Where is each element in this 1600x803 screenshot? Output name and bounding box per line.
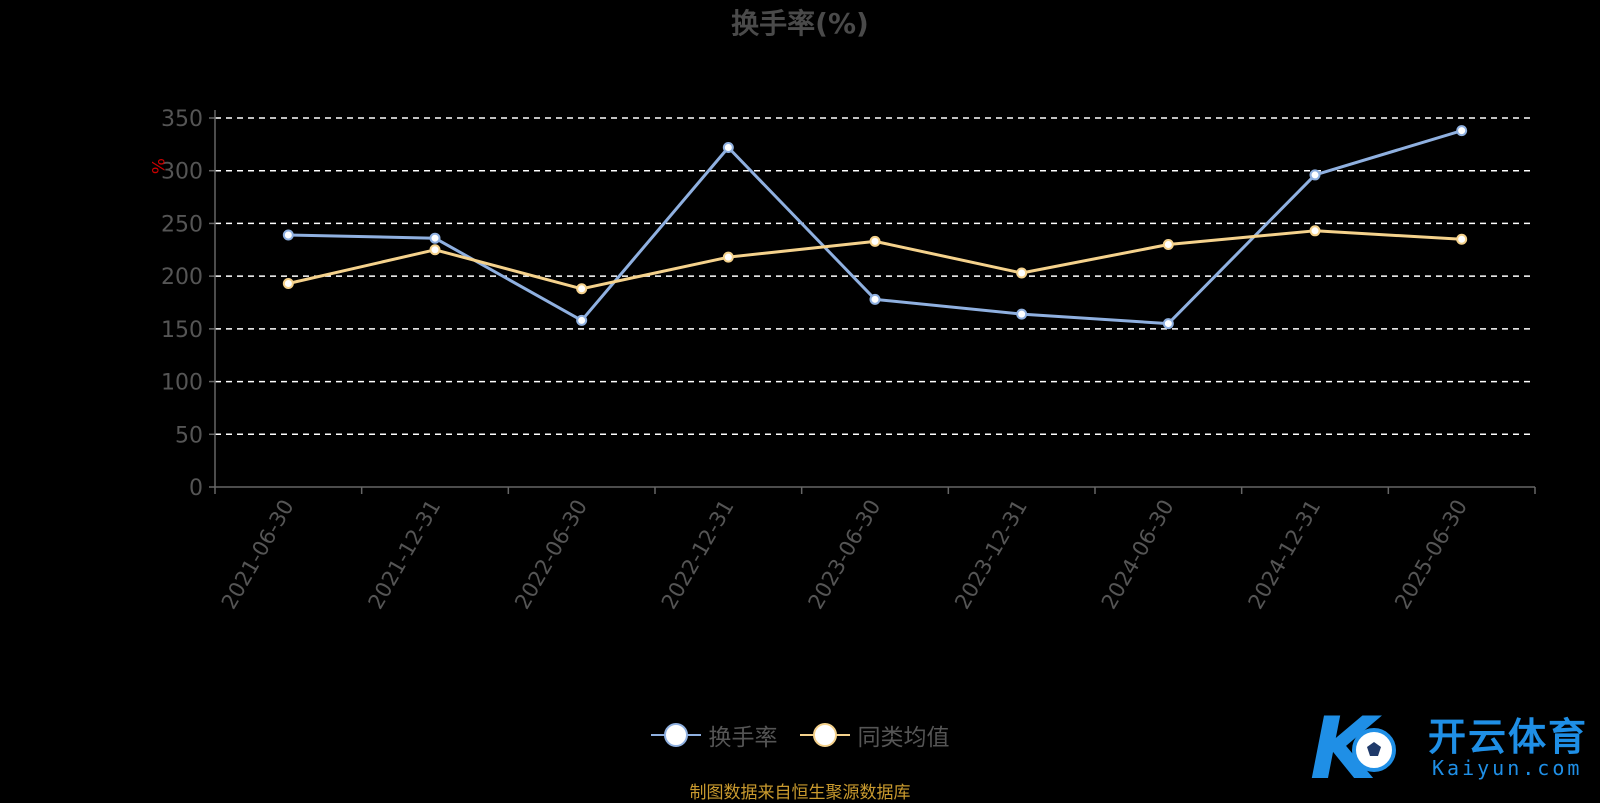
data-point-turnover <box>576 314 588 326</box>
x-tick-label: 2024-06-30 <box>1097 496 1179 614</box>
data-point-turnover <box>429 232 441 244</box>
data-point-peer-avg <box>1456 233 1468 245</box>
x-tick-label: 2022-12-31 <box>657 496 739 614</box>
data-point-turnover <box>1309 169 1321 181</box>
y-unit-label: % <box>147 158 167 174</box>
legend-swatch-turnover <box>650 722 701 748</box>
data-point-peer-avg <box>1016 267 1028 279</box>
y-tick-label: 50 <box>175 423 203 448</box>
data-point-peer-avg <box>1309 225 1321 237</box>
data-point-turnover <box>1016 308 1028 320</box>
soccer-ball-icon: K <box>1310 699 1396 796</box>
data-source-note: 制图数据来自恒生聚源数据库 <box>689 783 911 803</box>
data-point-turnover <box>1456 125 1468 137</box>
legend-label-peer-avg: 同类均值 <box>857 725 950 751</box>
y-tick-label: 250 <box>161 212 203 237</box>
x-tick-label: 2025-06-30 <box>1390 496 1472 614</box>
y-tick-label: 200 <box>161 265 203 290</box>
watermark-text: 开云体育 <box>1428 715 1589 759</box>
y-tick-label: 150 <box>161 318 203 343</box>
data-point-peer-avg <box>869 235 881 247</box>
legend-label-turnover: 换手率 <box>708 725 778 751</box>
legend: 换手率 同类均值 <box>0 718 1600 752</box>
legend-item-turnover[interactable]: 换手率 <box>650 718 778 752</box>
legend-item-peer-avg[interactable]: 同类均值 <box>799 718 950 752</box>
y-tick-label: 0 <box>189 476 203 501</box>
chart-title: 换手率(%) <box>731 7 869 40</box>
data-point-peer-avg <box>1162 239 1174 251</box>
x-tick-label: 2023-06-30 <box>804 496 886 614</box>
x-tick-label: 2023-12-31 <box>950 496 1032 614</box>
x-tick-label: 2022-06-30 <box>510 496 592 614</box>
data-point-turnover <box>869 293 881 305</box>
y-tick-label: 100 <box>161 371 203 396</box>
data-point-peer-avg <box>576 283 588 295</box>
watermark-logo: K 开云体育 Kaiyun.com <box>1310 696 1600 800</box>
x-tick-label: 2024-12-31 <box>1244 496 1326 614</box>
watermark-subtext: Kaiyun.com <box>1432 756 1583 780</box>
x-tick-label: 2021-12-31 <box>364 496 446 614</box>
grid-lines <box>215 117 1535 436</box>
legend-swatch-peer-avg <box>799 722 850 748</box>
data-point-peer-avg <box>429 244 441 256</box>
data-point-turnover <box>282 229 294 241</box>
axes: 0 50 100 150 200 250 300 350 2021-06-30 2021-12-3… <box>161 107 1536 614</box>
y-tick-label: 350 <box>161 107 203 132</box>
series-lines <box>282 125 1468 330</box>
data-point-peer-avg <box>722 251 734 263</box>
data-point-turnover <box>1162 318 1174 330</box>
data-point-peer-avg <box>282 278 294 290</box>
y-tick-label: 300 <box>161 160 203 185</box>
data-point-turnover <box>722 142 734 154</box>
x-tick-label: 2021-06-30 <box>217 496 299 614</box>
